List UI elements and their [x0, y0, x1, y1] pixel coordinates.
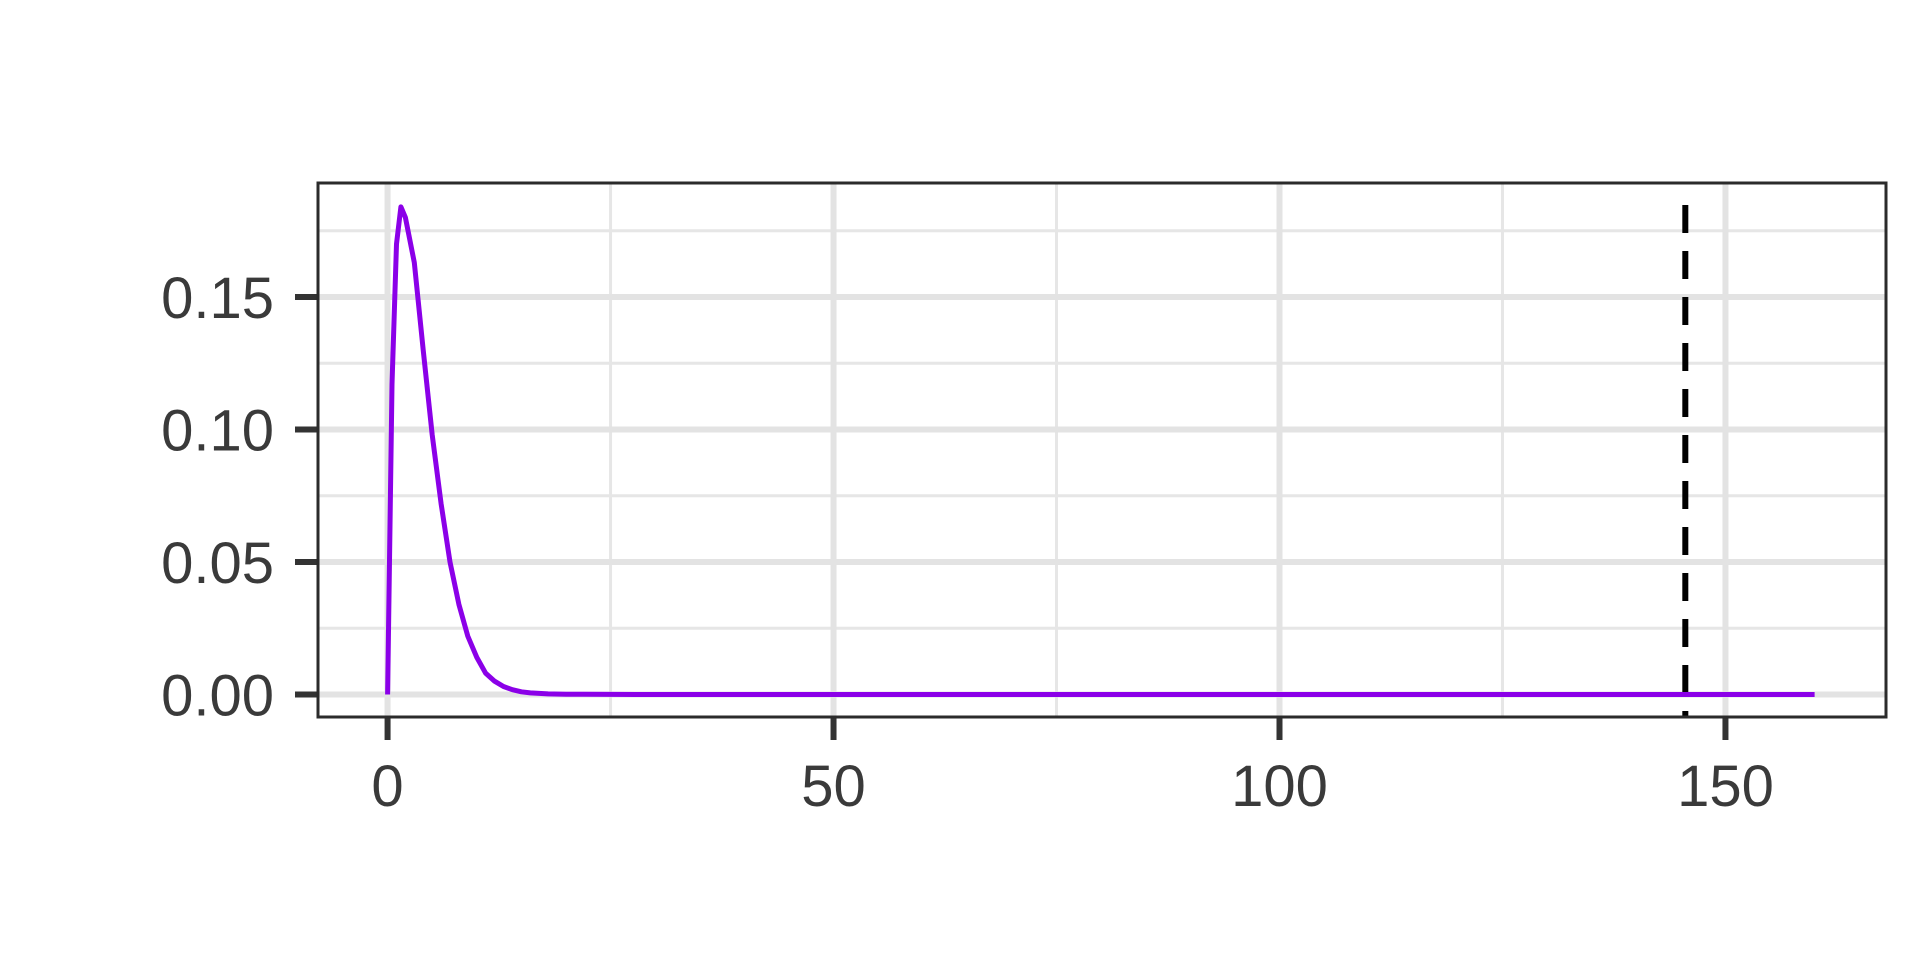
panel-border [316, 181, 1888, 719]
x-tick-label: 150 [1677, 754, 1774, 819]
x-tick-label: 100 [1231, 754, 1328, 819]
y-tick-label: 0.05 [161, 531, 274, 596]
y-tick-label: 0.00 [161, 663, 274, 728]
x-tick-label: 50 [801, 754, 866, 819]
tick-labels: 0 50 100 150 0.00 0.05 0.10 0.15 [161, 266, 1774, 819]
axis-ticks [295, 293, 1729, 740]
minor-gridlines [318, 183, 1886, 717]
plot-lines [385, 204, 1815, 717]
y-tick-label: 0.15 [161, 266, 274, 331]
x-tick-label: 0 [371, 754, 403, 819]
y-tick-label: 0.10 [161, 398, 274, 463]
series-line [385, 204, 1815, 697]
